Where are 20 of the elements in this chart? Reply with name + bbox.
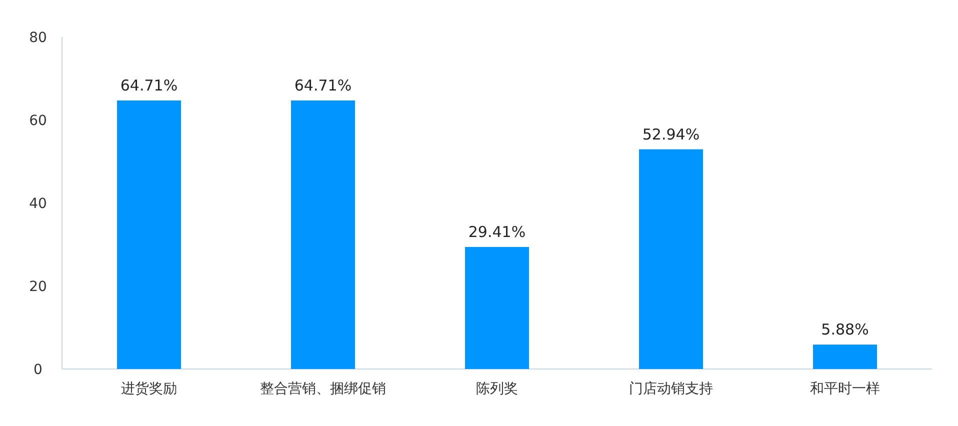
- bar: [291, 100, 355, 369]
- x-tick-label: 和平时一样: [810, 381, 880, 397]
- data-label: 52.94%: [642, 125, 700, 144]
- x-tick-label: 陈列奖: [476, 381, 518, 397]
- bar: [117, 100, 181, 369]
- y-tick-label: 40: [29, 196, 47, 212]
- y-tick-label: 20: [29, 279, 47, 295]
- data-label: 29.41%: [468, 222, 526, 241]
- y-tick-label: 60: [29, 113, 47, 129]
- data-label: 64.71%: [294, 76, 352, 94]
- data-label: 5.88%: [821, 320, 869, 339]
- bar: [639, 149, 703, 369]
- data-label: 64.71%: [120, 76, 178, 94]
- bar: [465, 246, 529, 369]
- y-tick-label: 0: [34, 362, 42, 378]
- bar: [813, 344, 877, 369]
- x-tick-label: 进货奖励: [121, 381, 177, 397]
- x-tick-label: 整合营销、捆绑促销: [260, 381, 386, 397]
- x-tick-label: 门店动销支持: [629, 381, 713, 397]
- y-tick-label: 80: [29, 30, 47, 46]
